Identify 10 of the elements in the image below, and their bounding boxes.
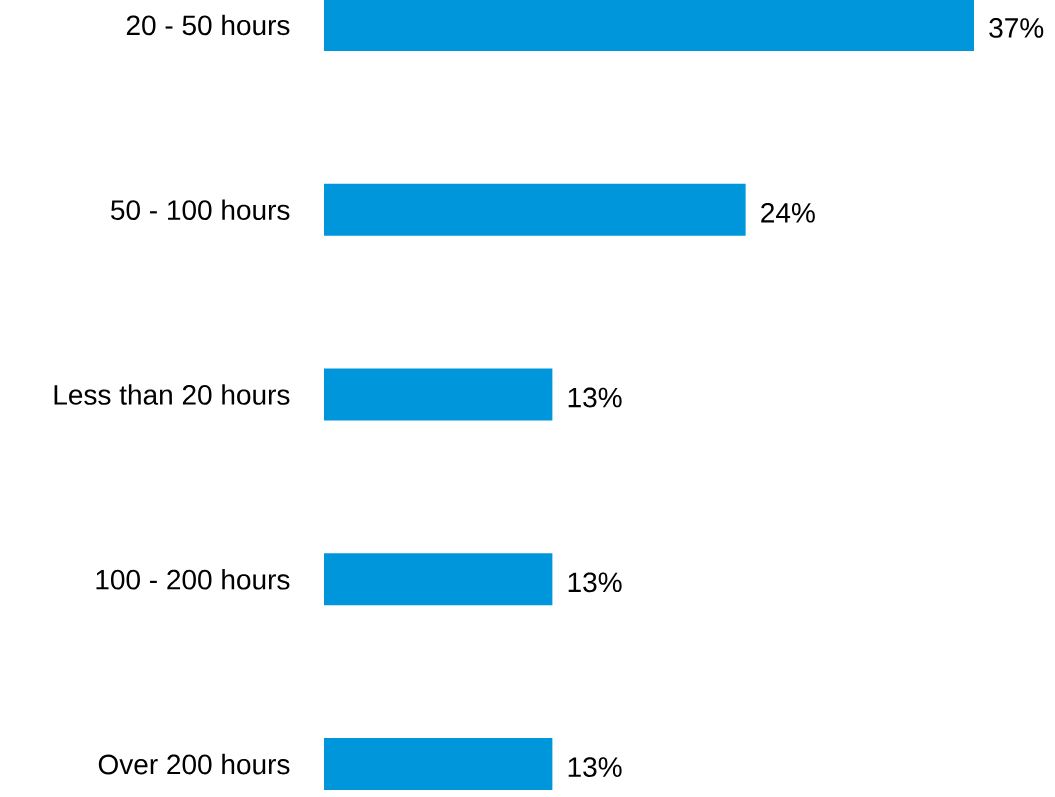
data-label: 13% [568,572,622,593]
y-tick-label: 100 - 200 hours [96,569,290,590]
data-label: 13% [568,757,622,778]
y-tick-label: 20 - 50 hours [126,14,290,36]
data-label: 13% [568,387,622,408]
y-tick-label: Less than 20 hours [54,384,290,405]
data-label: 37% [989,18,1044,38]
y-tick-label: Over 200 hours [98,753,290,775]
y-tick-label: 50 - 100 hours [111,199,290,221]
data-label: 24% [761,202,815,223]
